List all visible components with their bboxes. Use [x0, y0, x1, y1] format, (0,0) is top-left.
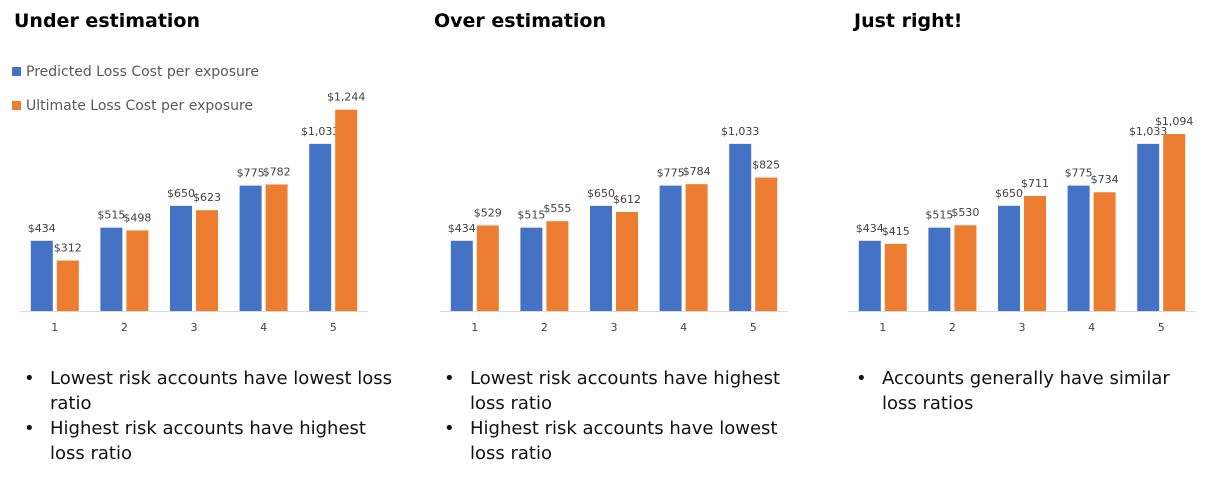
- data-label: $711: [1021, 177, 1049, 190]
- x-tick-label: 4: [680, 321, 687, 334]
- x-tick-label: 4: [260, 321, 267, 334]
- x-tick-label: 3: [611, 321, 618, 334]
- data-label: $415: [882, 225, 910, 238]
- x-tick-label: 2: [541, 321, 548, 334]
- legend-swatch-predicted: [12, 66, 21, 76]
- x-tick-label: 2: [949, 321, 956, 334]
- data-label: $555: [543, 202, 571, 215]
- legend-predicted: Predicted Loss Cost per exposure: [12, 64, 259, 80]
- bar-chart-just-right: 1 $434$415 2 $515$530 3 $650$711 4 $775$734 5 $1,…: [848, 115, 1196, 334]
- bullet-item: Accounts generally have similar loss rat…: [848, 366, 1198, 416]
- data-label: $515: [97, 209, 125, 222]
- bar-ultimate-1: [56, 260, 79, 311]
- data-label: $1,244: [327, 91, 366, 104]
- bar-ultimate-4: [1093, 192, 1116, 311]
- data-label: $312: [54, 242, 82, 255]
- data-label: $1,033: [1129, 125, 1168, 138]
- data-label: $529: [474, 206, 502, 219]
- x-tick-label: 1: [879, 321, 886, 334]
- bullet-list: Lowest risk accounts have lowest loss ra…: [16, 366, 396, 466]
- bar-predicted-5: [729, 143, 752, 311]
- bar-predicted-1: [858, 240, 881, 311]
- x-tick-label: 4: [1088, 321, 1095, 334]
- data-label: $530: [951, 206, 979, 219]
- data-label: $1,094: [1155, 115, 1194, 128]
- bar-ultimate-5: [335, 109, 358, 312]
- bar-ultimate-1: [884, 243, 907, 311]
- data-label: $775: [237, 167, 265, 180]
- bullet-item: Highest risk accounts have lowest loss r…: [436, 416, 816, 466]
- bar-predicted-3: [998, 205, 1020, 311]
- legend-swatch-ultimate: [12, 100, 21, 110]
- bar-predicted-3: [590, 205, 612, 311]
- chart-title: Just right!: [854, 10, 963, 32]
- data-label: $1,033: [721, 125, 760, 138]
- x-tick-label: 5: [330, 321, 337, 334]
- data-label: $650: [995, 187, 1023, 200]
- bar-ultimate-2: [126, 230, 149, 311]
- bar-ultimate-5: [1163, 133, 1186, 311]
- x-tick-label: 1: [471, 321, 478, 334]
- data-label: $515: [925, 209, 953, 222]
- legend-ultimate: Ultimate Loss Cost per exposure: [12, 98, 253, 114]
- bullet-item: Highest risk accounts have highest loss …: [16, 416, 396, 466]
- bar-ultimate-3: [1024, 195, 1046, 311]
- bar-ultimate-2: [546, 221, 569, 311]
- data-label: $434: [28, 222, 56, 235]
- x-tick-label: 3: [191, 321, 198, 334]
- data-label: $1,033: [301, 125, 340, 138]
- bullet-list: Lowest risk accounts have highest loss r…: [436, 366, 816, 466]
- bar-predicted-4: [1067, 185, 1090, 311]
- bar-predicted-4: [239, 185, 262, 311]
- bar-chart-under-estimation: 1 $434 $312 2 $515$498 3 $650$623 4 $775$782 5 $1,…: [20, 91, 368, 334]
- bar-ultimate-5: [755, 177, 778, 311]
- data-label: $612: [613, 193, 641, 206]
- data-label: $775: [657, 167, 685, 180]
- bullet-item: Lowest risk accounts have highest loss r…: [436, 366, 816, 416]
- panel-just-right: Just right! 1 $434 $415 2 $515 $530 3 $650 $711 4…: [840, 0, 1207, 486]
- data-label: $434: [448, 222, 476, 235]
- data-label: $784: [683, 165, 711, 178]
- legend-label-ultimate: Ultimate Loss Cost per exposure: [26, 98, 254, 114]
- bar-ultimate-2: [954, 225, 977, 311]
- bar-ultimate-4: [685, 184, 708, 311]
- bar-predicted-5: [309, 143, 332, 311]
- data-label: $825: [752, 159, 780, 172]
- data-label: $515: [517, 209, 545, 222]
- x-tick-label: 2: [121, 321, 128, 334]
- bar-predicted-3: [170, 205, 192, 311]
- x-tick-label: 5: [750, 321, 757, 334]
- bullet-list: Accounts generally have similar loss rat…: [848, 366, 1198, 416]
- x-tick-label: 3: [1019, 321, 1026, 334]
- data-label: $782: [263, 165, 291, 178]
- data-label: $734: [1091, 173, 1119, 186]
- x-tick-label: 5: [1158, 321, 1165, 334]
- bar-ultimate-1: [476, 225, 499, 311]
- data-label: $775: [1065, 167, 1093, 180]
- bar-ultimate-3: [196, 210, 218, 311]
- bar-predicted-2: [928, 227, 951, 311]
- data-label: $650: [587, 187, 615, 200]
- bar-chart-over-estimation: 1 $434 $529 2 $515$555 3 $650$612 4 $775$784 5 $1,…: [440, 125, 788, 334]
- data-label: $650: [167, 187, 195, 200]
- bar-predicted-1: [30, 240, 53, 311]
- bar-predicted-1: [450, 240, 473, 311]
- chart-title: Over estimation: [434, 10, 606, 32]
- data-label: $623: [193, 191, 221, 204]
- chart-title: Under estimation: [14, 10, 201, 32]
- legend-label-predicted: Predicted Loss Cost per exposure: [26, 64, 259, 80]
- bar-ultimate-3: [616, 211, 638, 311]
- x-tick-label: 1: [51, 321, 58, 334]
- bar-predicted-5: [1137, 143, 1160, 311]
- bar-predicted-2: [520, 227, 543, 311]
- data-label: $434: [856, 222, 884, 235]
- bar-ultimate-4: [265, 184, 288, 311]
- bullet-item: Lowest risk accounts have lowest loss ra…: [16, 366, 396, 416]
- bar-predicted-4: [659, 185, 682, 311]
- data-label: $498: [123, 211, 151, 224]
- panel-over-estimation: Over estimation 1 $434 $529 2 $515 $555 3 $650 $…: [420, 0, 840, 486]
- panel-under-estimation: Under estimation Predicted Loss Cost per…: [0, 0, 420, 486]
- bar-predicted-2: [100, 227, 123, 311]
